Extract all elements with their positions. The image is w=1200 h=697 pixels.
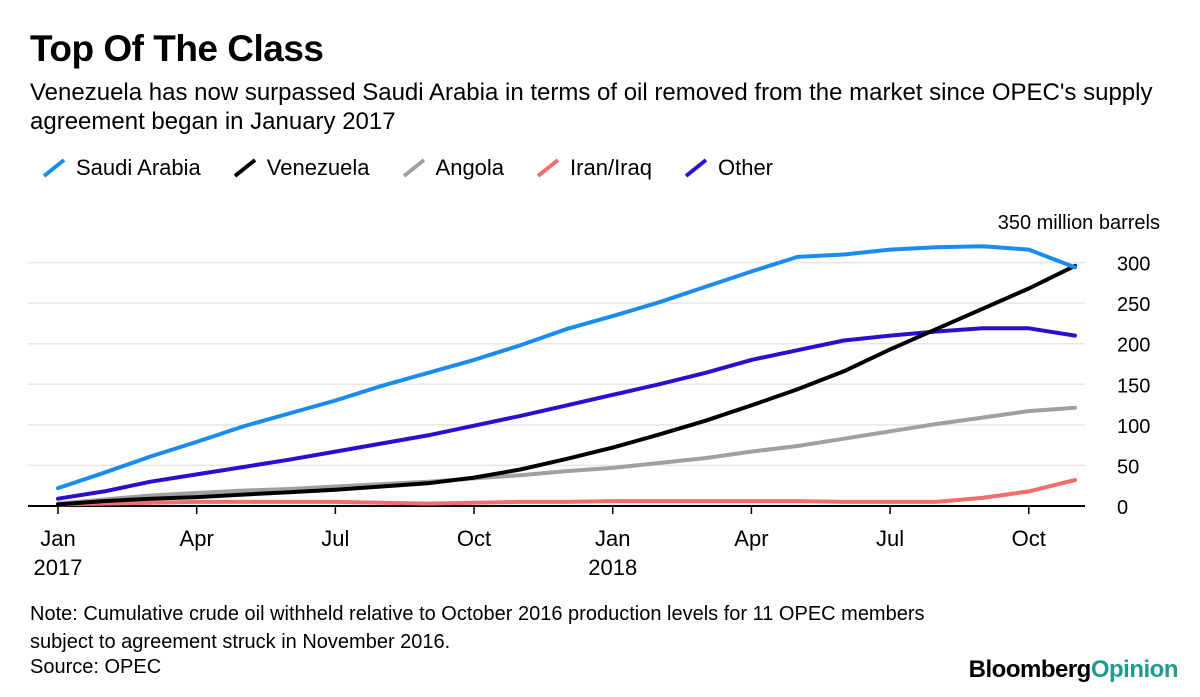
legend-item-angola: Angola <box>400 155 505 181</box>
x-tick-label-3: Apr <box>180 526 214 551</box>
y-tick-label-0: 0 <box>1117 497 1128 519</box>
x-tick-label-0: Jan <box>40 526 75 551</box>
legend-swatch-other <box>684 158 708 178</box>
brand-part-bloomberg: Bloomberg <box>968 656 1092 683</box>
legend-item-iran-iraq: Iran/Iraq <box>534 155 652 181</box>
series-line-iran-iraq <box>56 478 1077 507</box>
legend-item-venezuela: Venezuela <box>231 155 370 181</box>
chart-title: Top Of The Class <box>30 28 324 69</box>
series-line-other <box>56 326 1077 501</box>
y-tick-label-50: 50 <box>1117 456 1139 478</box>
legend-label-venezuela: Venezuela <box>266 155 370 180</box>
legend-swatch-line-angola <box>402 158 425 178</box>
y-tick-label-100: 100 <box>1117 416 1150 438</box>
y-tick-label-300: 300 <box>1117 254 1150 276</box>
legend-swatch-line-iran-iraq <box>536 158 560 178</box>
legend-label-other: Other <box>717 155 774 180</box>
x-tick-label-12: Jan <box>595 526 630 551</box>
legend-item-saudi-arabia: Saudi Arabia <box>40 155 201 181</box>
legend: Saudi Arabia Venezuela Angola Iran/Iraq … <box>40 155 803 181</box>
legend-label-saudi-arabia: Saudi Arabia <box>76 155 201 180</box>
legend-swatch-iran-iraq <box>536 158 560 178</box>
legend-swatch-line-venezuela <box>233 158 257 178</box>
legend-label-angola: Angola <box>435 155 505 180</box>
x-tick-sublabel-0: 2017 <box>34 555 83 580</box>
chart-source: Source: OPEC <box>30 656 162 678</box>
chart-note: Note: Cumulative crude oil withheld rela… <box>30 603 925 653</box>
series-line-angola <box>56 405 1077 506</box>
x-tick-label-18: Jul <box>876 526 904 551</box>
legend-swatch-venezuela <box>233 158 257 178</box>
series-line-saudi-arabia <box>56 244 1077 491</box>
y-tick-label-200: 200 <box>1117 335 1150 357</box>
x-tick-label-9: Oct <box>457 526 491 551</box>
x-tick-label-21: Oct <box>1012 526 1046 551</box>
legend-swatch-saudi-arabia <box>42 158 66 178</box>
chart-subtitle: Venezuela has now surpassed Saudi Arabia… <box>30 79 1153 135</box>
brand-logo: BloombergOpinion <box>968 656 1179 684</box>
x-tick-sublabel-12: 2018 <box>588 555 637 580</box>
legend-label-iran-iraq: Iran/Iraq <box>570 155 652 180</box>
legend-swatch-line-saudi-arabia <box>42 158 66 178</box>
x-tick-label-6: Jul <box>321 526 349 551</box>
legend-swatch-line-other <box>684 158 708 178</box>
x-tick-label-15: Apr <box>734 526 768 551</box>
y-tick-label-250: 250 <box>1117 294 1150 316</box>
legend-item-other: Other <box>682 155 773 181</box>
brand-part-opinion: Opinion <box>1090 656 1179 683</box>
y-tick-label-150: 150 <box>1117 375 1150 397</box>
series-line-venezuela <box>56 263 1077 507</box>
y-axis-top-label: 350 million barrels <box>998 212 1160 234</box>
legend-swatch-angola <box>402 158 425 178</box>
